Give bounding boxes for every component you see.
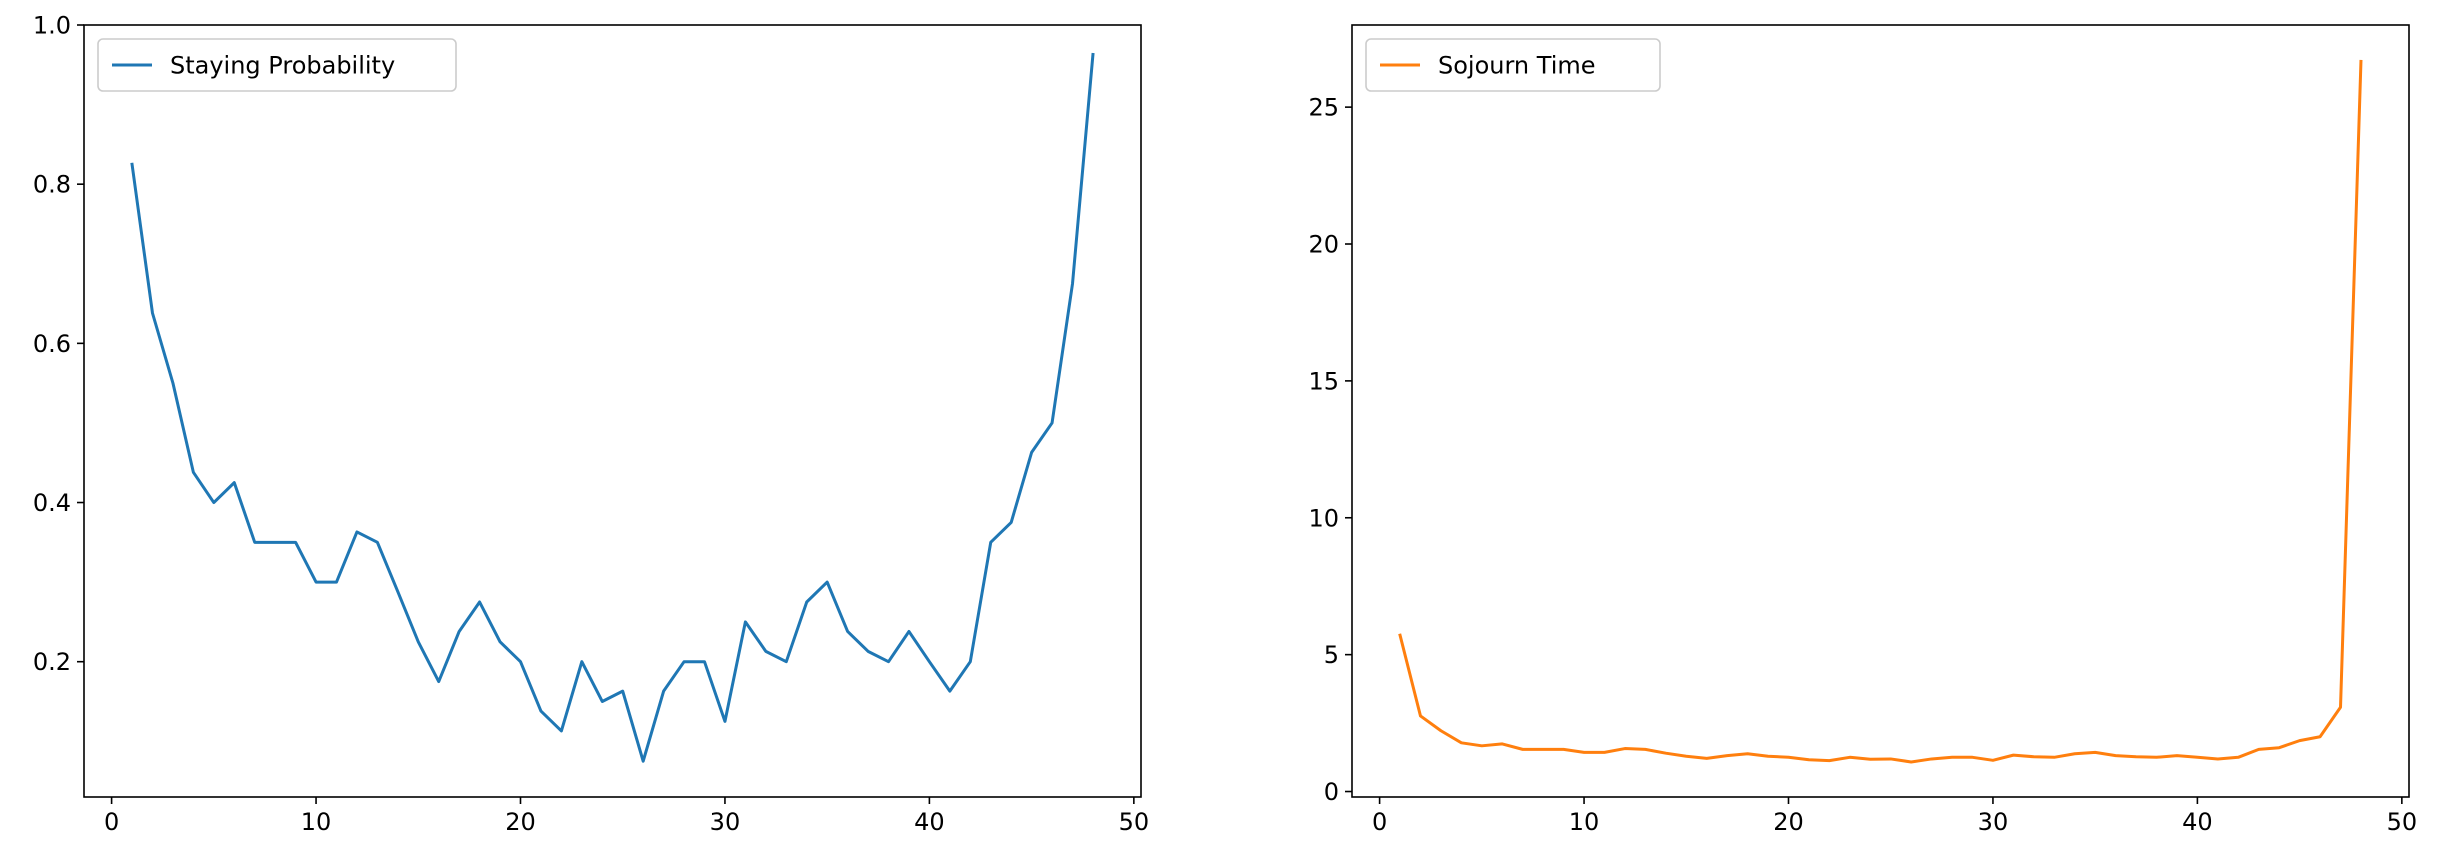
- chart1-y-tick-label-4: 1.0: [33, 12, 71, 40]
- chart2-y-tick-label-1: 5: [1324, 641, 1339, 669]
- chart-staying-probability: 0 10 20 30 40 50 0.2 0.4 0.6 0.8 1.0 Staying Probab…: [33, 12, 1149, 837]
- chart2-y-tick-label-2: 10: [1308, 504, 1339, 532]
- chart1-x-tick-label-5: 50: [1119, 808, 1150, 836]
- chart1-legend-box: [97, 38, 457, 92]
- chart1-series-line-0: [130, 52, 1095, 763]
- chart1-axes-frame: [83, 24, 1142, 798]
- chart2-x-tick-label-1: 10: [1569, 808, 1600, 836]
- chart2-x-tick-label-4: 40: [2182, 808, 2213, 836]
- chart1-legend: Staying Probability: [97, 38, 457, 92]
- chart-sojourn-time: 0 10 20 30 40 50 0 5 10 15 20 25 Sojourn Time: [1308, 24, 2418, 836]
- chart2-y-tick-label-0: 0: [1324, 778, 1339, 806]
- chart2-legend-label-0: Sojourn Time: [1438, 52, 1596, 80]
- chart1-y-tick-label-1: 0.4: [33, 489, 71, 517]
- chart1-y-tick-label-0: 0.2: [33, 648, 71, 676]
- chart2-x-tick-label-5: 50: [2387, 808, 2418, 836]
- chart2-y-tick-label-4: 20: [1308, 231, 1339, 259]
- chart2-y-tick-label-3: 15: [1308, 367, 1339, 395]
- chart2-axes-frame: [1351, 24, 2410, 798]
- chart1-x-tick-label-3: 30: [710, 808, 741, 836]
- chart2-legend-box: [1365, 38, 1661, 92]
- chart2-legend: Sojourn Time: [1365, 38, 1661, 92]
- chart2-series-line-0: [1398, 59, 2363, 764]
- chart1-x-tick-label-0: 0: [104, 808, 119, 836]
- chart1-x-tick-label-4: 40: [914, 808, 945, 836]
- chart2-x-tick-label-2: 20: [1773, 808, 1804, 836]
- chart2-x-tick-label-0: 0: [1372, 808, 1387, 836]
- chart1-legend-label-0: Staying Probability: [170, 52, 395, 80]
- chart2-y-tick-label-5: 25: [1308, 94, 1339, 122]
- chart1-y-tick-label-2: 0.6: [33, 330, 71, 358]
- chart1-y-tick-label-3: 0.8: [33, 171, 71, 199]
- chart2-x-tick-label-3: 30: [1978, 808, 2009, 836]
- chart1-x-tick-label-1: 10: [301, 808, 332, 836]
- chart1-x-tick-label-2: 20: [505, 808, 536, 836]
